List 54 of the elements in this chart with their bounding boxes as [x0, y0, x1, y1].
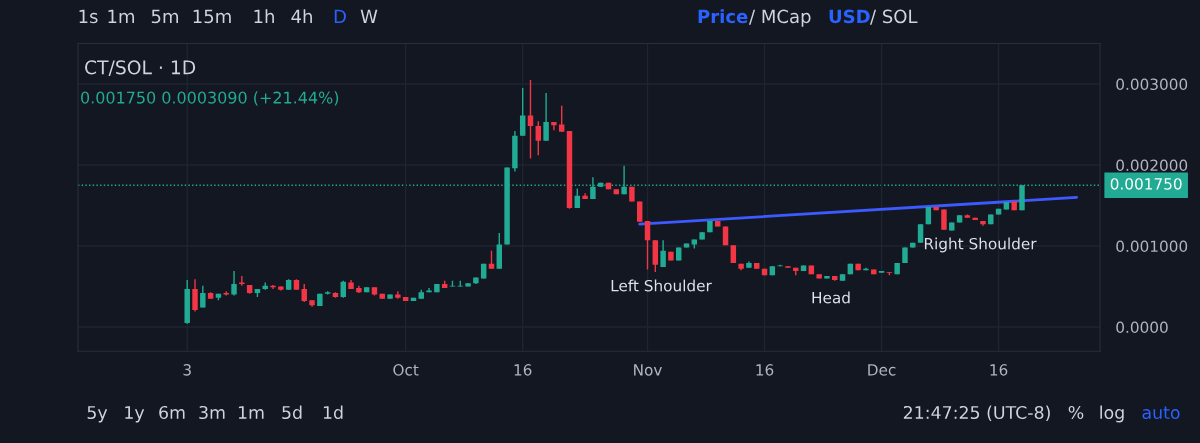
candlestick	[535, 120, 542, 156]
y-tick-label: 0.002000	[1116, 159, 1188, 172]
text: auto	[1142, 406, 1180, 420]
text: 1d	[323, 405, 343, 420]
candlestick	[395, 290, 401, 300]
candlestick	[231, 270, 237, 297]
x-tick-label: Nov	[634, 364, 662, 376]
text: 1s	[79, 9, 98, 24]
y-tick-label: 0.001000	[1116, 240, 1188, 253]
text: USD	[829, 9, 870, 24]
annotation: Right Shoulder	[924, 237, 1037, 253]
candlestick	[644, 220, 651, 271]
text: Price	[698, 9, 748, 24]
text: CT/SOL · 1D	[85, 60, 196, 76]
x-tick-label: Oct	[393, 364, 419, 376]
candlestick	[660, 239, 666, 268]
y-tick-label: 0.0000	[1116, 321, 1168, 334]
text: 0.001750 0.0003090 (+21.44%)	[81, 91, 339, 106]
text: / MCap	[749, 9, 811, 27]
text: D	[334, 9, 346, 23]
text: 21:47:25 (UTC-8)	[903, 405, 1050, 422]
candlestick	[519, 87, 526, 137]
candlestick	[239, 275, 245, 287]
text: 15m	[193, 9, 231, 24]
text: %	[1068, 405, 1084, 420]
text: 1y	[125, 406, 145, 423]
candlestick	[636, 200, 643, 223]
annotation: Left Shoulder	[611, 279, 712, 292]
candlestick	[200, 284, 206, 309]
text: 1h	[254, 9, 274, 23]
candlestick	[917, 223, 924, 244]
text: 6m	[159, 405, 185, 420]
annotation: Head	[812, 291, 850, 304]
x-tick-label: 3	[183, 364, 191, 376]
text: 1m	[238, 406, 264, 419]
y-tick-label: 0.003000	[1116, 78, 1188, 91]
text: / SOL	[870, 9, 918, 25]
text: 5m	[151, 9, 179, 24]
ref-line-label: 0.001750	[1110, 178, 1182, 190]
text: 5y	[87, 406, 108, 423]
candlestick	[574, 187, 581, 209]
candlestick	[543, 92, 549, 142]
text: log	[1100, 405, 1124, 423]
x-tick-label: 16	[514, 364, 532, 376]
candlestick	[192, 278, 198, 313]
x-tick-label: 16	[990, 364, 1008, 376]
candlestick	[551, 121, 557, 131]
x-tick-label: Dec	[868, 364, 896, 376]
x-tick-label: 16	[756, 364, 774, 376]
text: 5d	[282, 405, 302, 420]
text: W	[360, 9, 378, 23]
text: 1m	[108, 9, 135, 23]
text: 4h	[291, 9, 312, 23]
text: 3m	[199, 405, 225, 420]
